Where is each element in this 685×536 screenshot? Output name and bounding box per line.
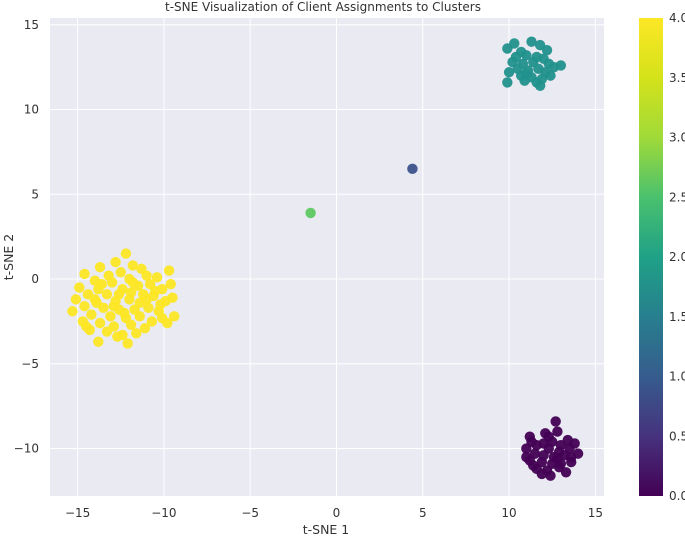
cluster-4-point bbox=[146, 316, 158, 327]
cluster-4-point bbox=[79, 300, 90, 312]
cluster-4-point bbox=[86, 309, 97, 320]
cluster-4-point bbox=[134, 311, 145, 322]
colorbar-tick-label: 2.0 bbox=[669, 250, 685, 264]
cluster-4-point bbox=[96, 278, 107, 290]
cluster-4-point bbox=[141, 270, 152, 281]
cluster-4-point bbox=[108, 300, 120, 312]
cluster-4-point bbox=[94, 261, 106, 273]
cluster-4-point bbox=[101, 289, 113, 300]
cluster-0-point bbox=[528, 460, 539, 471]
grid-lines bbox=[50, 18, 604, 496]
cluster-0-point bbox=[566, 451, 577, 463]
cluster-4-point bbox=[112, 331, 123, 342]
y-tick-label: −5 bbox=[21, 357, 39, 371]
cluster-2-point bbox=[526, 36, 537, 47]
y-tick-label: 10 bbox=[24, 103, 39, 117]
cluster-2-point bbox=[548, 61, 560, 73]
colorbar-tick-label: 1.0 bbox=[669, 370, 685, 384]
cluster-3-point bbox=[305, 207, 316, 219]
cluster-0-point bbox=[550, 416, 561, 427]
cluster-4-point bbox=[127, 277, 139, 288]
colorbar-tick-label: 4.0 bbox=[669, 11, 685, 25]
cluster-4-point bbox=[169, 311, 180, 322]
cluster-1-point bbox=[407, 163, 418, 175]
cluster-4-point bbox=[131, 328, 142, 339]
colorbar-tick-label: 3.0 bbox=[669, 131, 685, 145]
cluster-2-point bbox=[541, 45, 553, 56]
cluster-4-point bbox=[124, 294, 135, 305]
x-tick-label: −5 bbox=[241, 506, 259, 520]
cluster-4-point bbox=[106, 277, 118, 288]
cluster-2-point bbox=[502, 43, 513, 54]
cluster-4-point bbox=[155, 299, 166, 310]
cluster-4-point bbox=[91, 297, 102, 308]
x-tick-label: −10 bbox=[151, 506, 176, 520]
cluster-4-point bbox=[105, 311, 116, 322]
cluster-0-point bbox=[545, 470, 556, 481]
cluster-4-point bbox=[113, 289, 125, 300]
cluster-4-point bbox=[125, 319, 137, 331]
cluster-4-point bbox=[167, 292, 178, 303]
cluster-2-point bbox=[545, 70, 556, 81]
cluster-4-point bbox=[163, 265, 175, 276]
x-tick-labels: −15 −10 −5 0 5 10 15 bbox=[65, 506, 603, 520]
cluster-0-point bbox=[552, 453, 563, 464]
cluster-4-point bbox=[101, 326, 113, 337]
cluster-4-point bbox=[94, 317, 106, 329]
cluster-4-point bbox=[81, 321, 92, 332]
x-tick-label: 0 bbox=[333, 506, 341, 520]
colorbar-tick-label: 1.5 bbox=[669, 310, 685, 324]
cluster-4-point bbox=[110, 256, 121, 268]
cluster-4-point bbox=[115, 267, 126, 278]
cluster-4-point bbox=[93, 336, 104, 347]
cluster-4-point bbox=[150, 285, 161, 297]
colorbar-tick-label: 3.5 bbox=[669, 71, 685, 85]
cluster-4-point bbox=[127, 260, 139, 271]
colorbar-tick-label: 2.5 bbox=[669, 190, 685, 204]
y-axis-label: t-SNE 2 bbox=[1, 234, 16, 281]
cluster-4-point bbox=[70, 294, 82, 305]
cluster-4-point bbox=[122, 338, 133, 349]
cluster-4-point bbox=[165, 278, 177, 290]
cluster-4-point bbox=[79, 268, 90, 280]
cluster-4-point bbox=[162, 317, 173, 329]
cluster-0-point bbox=[543, 431, 554, 442]
plot-area bbox=[50, 18, 604, 496]
x-tick-label: −15 bbox=[65, 506, 90, 520]
cluster-0-point bbox=[552, 426, 563, 437]
cluster-2-point bbox=[534, 80, 546, 92]
cluster-4-point bbox=[139, 322, 151, 334]
y-tick-label: 5 bbox=[31, 187, 39, 201]
cluster-2-point bbox=[521, 68, 532, 80]
y-tick-labels: −10 −5 0 5 10 15 bbox=[14, 18, 39, 456]
x-tick-label: 10 bbox=[501, 506, 516, 520]
colorbar-tick-label: 0.0 bbox=[669, 489, 685, 503]
cluster-4-point bbox=[74, 282, 85, 293]
chart-title: t-SNE Visualization of Client Assignment… bbox=[165, 0, 481, 14]
x-tick-label: 5 bbox=[419, 506, 427, 520]
colorbar-tick-label: 0.5 bbox=[669, 429, 685, 443]
x-tick-label: 15 bbox=[588, 506, 603, 520]
y-tick-label: 15 bbox=[24, 18, 39, 32]
cluster-4-point bbox=[141, 294, 152, 305]
cluster-0-point bbox=[521, 451, 532, 463]
cluster-2-point bbox=[521, 50, 532, 61]
cluster-0-point bbox=[526, 436, 537, 447]
cluster-0-point bbox=[560, 467, 572, 478]
cluster-4-point bbox=[120, 248, 132, 259]
cluster-4-point bbox=[143, 302, 154, 314]
cluster-4-point bbox=[151, 272, 163, 283]
colorbar-tick-labels: 0.0 0.5 1.0 1.5 2.0 2.5 3.0 3.5 4.0 bbox=[669, 11, 685, 503]
cluster-2-point bbox=[502, 77, 513, 88]
x-axis-label: t-SNE 1 bbox=[303, 522, 350, 536]
y-tick-label: 0 bbox=[31, 272, 39, 286]
cluster-4-point bbox=[119, 307, 130, 319]
scatter-points bbox=[67, 36, 584, 481]
y-tick-label: −10 bbox=[14, 442, 39, 456]
colorbar bbox=[639, 18, 663, 496]
cluster-2-point bbox=[503, 67, 515, 78]
cluster-4-point bbox=[67, 306, 78, 317]
cluster-0-point bbox=[536, 468, 548, 480]
